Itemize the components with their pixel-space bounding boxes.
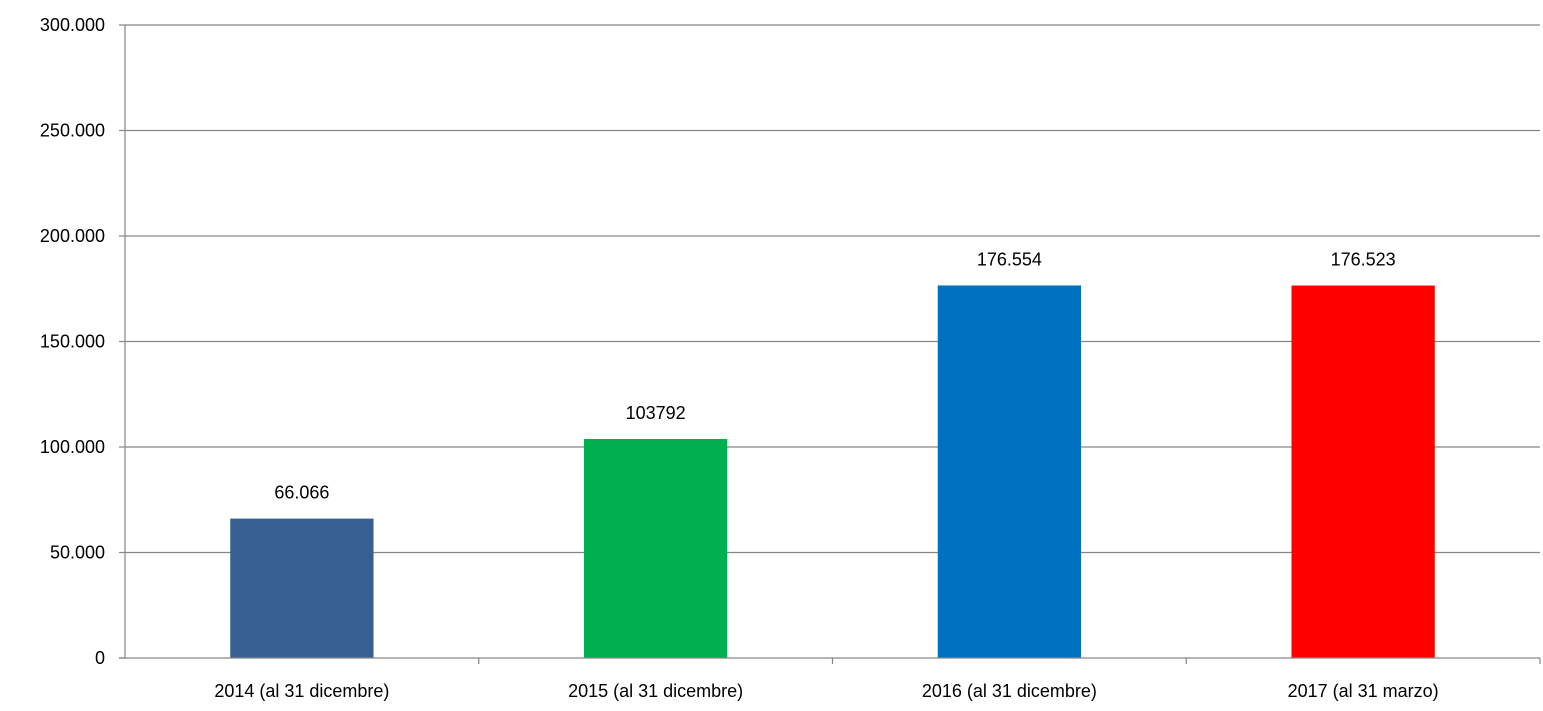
x-category-label: 2017 (al 31 marzo) [1288, 681, 1439, 701]
bar-value-label: 176.554 [977, 249, 1042, 269]
bars [230, 285, 1435, 658]
y-tick-label: 250.000 [40, 121, 105, 141]
data-labels: 66.066 103792 176.554 176.523 [274, 249, 1395, 502]
bar [1291, 285, 1435, 658]
bar-value-label: 103792 [626, 403, 686, 423]
x-axis: 2014 (al 31 dicembre) 2015 (al 31 dicembr… [119, 25, 1541, 701]
y-tick-label: 50.000 [50, 543, 105, 563]
x-category-label: 2016 (al 31 dicembre) [922, 681, 1097, 701]
y-axis-tick-labels: 0 50.000 100.000 150.000 200.000 250.000 300.0… [40, 15, 105, 668]
y-tick-label: 200.000 [40, 226, 105, 246]
bar-value-label: 66.066 [274, 483, 329, 503]
bar [230, 518, 374, 658]
x-category-label: 2014 (al 31 dicembre) [214, 681, 389, 701]
y-tick-label: 150.000 [40, 332, 105, 352]
bar-value-label: 176.523 [1331, 250, 1396, 270]
bar [937, 285, 1082, 658]
y-tick-label: 100.000 [40, 437, 105, 457]
bar [583, 438, 728, 658]
x-category-label: 2015 (al 31 dicembre) [568, 681, 743, 701]
y-tick-label: 0 [95, 648, 105, 668]
y-tick-label: 300.000 [40, 15, 105, 35]
